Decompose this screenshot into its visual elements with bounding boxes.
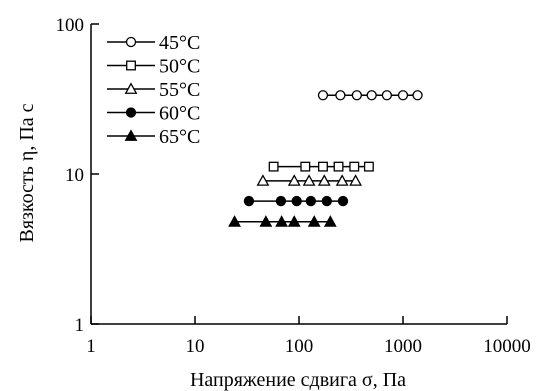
- data-point: [363, 161, 374, 172]
- legend-marker: [125, 107, 137, 118]
- x-tick-label: 1000: [384, 336, 422, 357]
- legend-marker: [125, 36, 137, 48]
- y-axis-label: Вязкость η, Па с: [16, 103, 38, 242]
- data-point: [323, 215, 337, 227]
- legend-marker: [126, 60, 136, 71]
- legend-item: 60°C: [107, 103, 200, 125]
- series-2: [268, 161, 374, 172]
- data-point: [335, 174, 349, 186]
- data-point: [287, 215, 301, 227]
- data-point: [243, 195, 255, 207]
- x-tick-label: 1: [86, 336, 96, 357]
- y-tick-label: 1: [75, 315, 85, 336]
- legend: 45°C50°C55°C60°C65°C: [107, 32, 200, 148]
- legend-item: 65°C: [107, 126, 200, 148]
- y-tick-label: 10: [65, 165, 84, 186]
- series-3: [256, 174, 362, 186]
- legend-label: 65°C: [159, 126, 200, 148]
- data-point: [318, 161, 328, 172]
- data-point: [307, 215, 321, 227]
- data-point: [287, 174, 301, 186]
- data-point: [228, 215, 241, 227]
- legend-item: 45°C: [107, 32, 200, 54]
- legend-item: 50°C: [107, 56, 200, 78]
- data-point: [302, 174, 316, 186]
- data-point: [366, 90, 377, 101]
- legend-marker: [124, 129, 138, 141]
- axes: [90, 24, 507, 325]
- x-tick-label: 100: [285, 336, 314, 357]
- legend-marker: [124, 82, 138, 94]
- series-layer: [228, 90, 423, 227]
- data-point: [317, 90, 329, 101]
- data-point: [397, 90, 409, 101]
- x-tick-label: 10000: [483, 336, 531, 357]
- data-point: [259, 215, 273, 227]
- legend-item: 55°C: [107, 79, 200, 101]
- data-point: [349, 174, 362, 186]
- series-1: [317, 90, 423, 101]
- data-point: [256, 174, 270, 186]
- data-point: [321, 195, 332, 207]
- series-4: [243, 195, 349, 207]
- data-point: [351, 90, 363, 101]
- data-point: [317, 174, 331, 186]
- data-point: [337, 195, 349, 207]
- legend-label: 55°C: [159, 79, 200, 101]
- data-point: [291, 195, 302, 207]
- legend-label: 60°C: [159, 103, 200, 125]
- data-point: [300, 161, 311, 172]
- x-axis-label: Напряжение сдвига σ, Па: [190, 369, 406, 391]
- data-point: [333, 161, 344, 172]
- data-point: [268, 161, 279, 172]
- data-point: [305, 195, 317, 207]
- legend-label: 45°C: [159, 32, 200, 54]
- data-point: [412, 90, 423, 101]
- ticks: 1 10 100 1000 10000 1 10 100: [56, 15, 531, 357]
- legend-label: 50°C: [159, 56, 200, 78]
- x-tick-label: 10: [186, 336, 205, 357]
- y-tick-label: 100: [56, 15, 85, 36]
- data-point: [335, 90, 346, 101]
- data-point: [381, 90, 393, 101]
- data-point: [275, 215, 288, 227]
- series-5: [228, 215, 337, 227]
- data-point: [349, 161, 360, 172]
- data-point: [275, 195, 287, 207]
